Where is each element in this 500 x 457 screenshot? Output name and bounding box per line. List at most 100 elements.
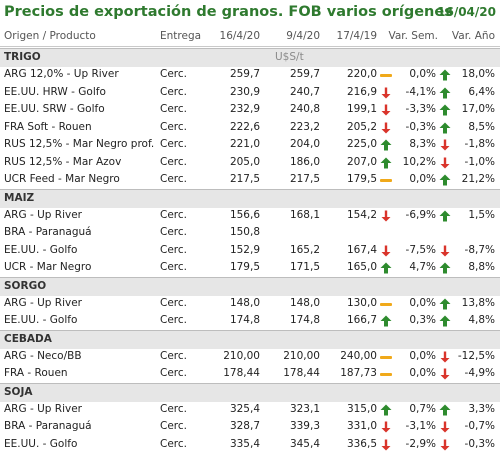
year-variation: -1,0% bbox=[464, 155, 495, 168]
delivery-term: Cerc. bbox=[160, 402, 187, 415]
flat-trend-icon bbox=[380, 355, 392, 359]
price-current: 148,0 bbox=[229, 296, 260, 309]
table-row: ARG - Up River Cerc. 325,4 323,1 315,0 0,7% 3,… bbox=[0, 401, 500, 419]
price-prev-year: 167,4 bbox=[346, 243, 377, 256]
price-current: 150,8 bbox=[229, 226, 260, 238]
price-prev-year: 225,0 bbox=[346, 138, 377, 150]
week-variation: 8,3% bbox=[409, 138, 436, 150]
flat-trend-icon bbox=[380, 302, 392, 306]
year-variation: -0,3% bbox=[464, 437, 495, 450]
title-bar: Precios de exportación de granos. FOB va… bbox=[0, 0, 500, 26]
week-variation: -3,3% bbox=[405, 103, 436, 115]
delivery-term: Cerc. bbox=[160, 314, 187, 326]
down-arrow-icon bbox=[440, 245, 450, 256]
table-row: EE.UU. - Golfo Cerc. 335,4 345,4 336,5 -2,9% -… bbox=[0, 436, 500, 454]
section-name: TRIGO bbox=[4, 51, 41, 63]
year-variation: 3,3% bbox=[468, 402, 495, 415]
flat-trend-icon bbox=[380, 179, 392, 182]
price-prev-week: 259,7 bbox=[289, 68, 320, 80]
price-prev-week: 148,0 bbox=[289, 296, 320, 309]
price-current: 230,9 bbox=[229, 85, 260, 98]
week-variation: -7,5% bbox=[405, 243, 436, 256]
price-current: 222,6 bbox=[229, 120, 260, 133]
section-header-soja: SOJA bbox=[0, 382, 500, 402]
price-prev-year: 336,5 bbox=[346, 437, 377, 450]
up-arrow-icon bbox=[439, 315, 451, 327]
price-current: 232,9 bbox=[229, 103, 260, 115]
down-arrow-icon bbox=[381, 104, 391, 116]
table-row: EE.UU. - Golfo Cerc. 174,8 174,8 166,7 0,3% 4,… bbox=[0, 312, 500, 330]
product-name: EE.UU. SRW - Golfo bbox=[4, 103, 105, 115]
price-current: 178,44 bbox=[223, 367, 260, 379]
delivery-term: Cerc. bbox=[160, 243, 187, 256]
product-name: UCR - Mar Negro bbox=[4, 261, 92, 273]
price-prev-week: 174,8 bbox=[289, 314, 320, 326]
price-prev-year: 240,00 bbox=[340, 349, 377, 362]
report-date: 16/04/20 bbox=[437, 5, 496, 19]
up-arrow-icon bbox=[380, 157, 392, 168]
section-header-sorgo: SORGO bbox=[0, 276, 500, 296]
year-variation: -12,5% bbox=[457, 349, 495, 362]
price-current: 179,5 bbox=[229, 261, 260, 273]
price-prev-week: 178,44 bbox=[283, 367, 320, 379]
product-name: ARG 12,0% - Up River bbox=[4, 68, 119, 80]
year-variation: 4,8% bbox=[468, 314, 495, 326]
up-arrow-icon bbox=[439, 298, 451, 309]
product-name: UCR Feed - Mar Negro bbox=[4, 173, 120, 185]
year-variation: 18,0% bbox=[461, 68, 495, 80]
price-prev-week: 345,4 bbox=[289, 437, 320, 450]
product-name: EE.UU. - Golfo bbox=[4, 437, 78, 450]
column-header-row: Origen / Producto Entrega 16/4/20 9/4/20… bbox=[0, 28, 500, 47]
product-name: FRA - Rouen bbox=[4, 367, 68, 379]
section-name: SORGO bbox=[4, 279, 47, 292]
up-arrow-icon bbox=[439, 210, 451, 221]
year-variation: -1,8% bbox=[464, 138, 495, 150]
price-current: 174,8 bbox=[229, 314, 260, 326]
week-variation: -6,9% bbox=[405, 208, 436, 221]
delivery-term: Cerc. bbox=[160, 261, 187, 273]
table-row: FRA - Rouen Cerc. 178,44 178,44 187,73 0,0% -4… bbox=[0, 365, 500, 383]
price-current: 259,7 bbox=[229, 68, 260, 80]
down-arrow-icon bbox=[381, 421, 391, 433]
price-prev-week: 339,3 bbox=[289, 420, 320, 432]
col-delivery-header: Entrega bbox=[160, 30, 202, 42]
delivery-term: Cerc. bbox=[160, 208, 187, 221]
price-prev-year: 187,73 bbox=[340, 367, 377, 379]
product-name: FRA Soft - Rouen bbox=[4, 120, 92, 133]
price-prev-week: 240,7 bbox=[289, 85, 320, 98]
flat-trend-icon bbox=[380, 74, 392, 77]
page-title: Precios de exportación de granos. FOB va… bbox=[4, 4, 453, 20]
col-date2-header: 9/4/20 bbox=[286, 30, 320, 42]
section-unit: U$S/t bbox=[275, 51, 304, 63]
table-row: UCR Feed - Mar Negro Cerc. 217,5 217,5 179,5… bbox=[0, 171, 500, 189]
delivery-term: Cerc. bbox=[160, 138, 187, 150]
year-variation: -8,7% bbox=[464, 243, 495, 256]
col-year-var-header: Var. Año bbox=[451, 30, 495, 42]
year-variation: -4,9% bbox=[464, 367, 495, 379]
delivery-term: Cerc. bbox=[160, 437, 187, 450]
price-current: 205,0 bbox=[229, 155, 260, 168]
week-variation: 10,2% bbox=[402, 155, 436, 168]
delivery-term: Cerc. bbox=[160, 68, 187, 80]
week-variation: 0,0% bbox=[409, 367, 436, 379]
delivery-term: Cerc. bbox=[160, 367, 187, 379]
down-arrow-icon bbox=[381, 210, 391, 221]
delivery-term: Cerc. bbox=[160, 85, 187, 98]
col-week-var-header: Var. Sem. bbox=[388, 30, 438, 42]
price-prev-year: 207,0 bbox=[346, 155, 377, 168]
section-name: MAIZ bbox=[4, 191, 35, 204]
down-arrow-icon bbox=[381, 87, 391, 98]
delivery-term: Cerc. bbox=[160, 349, 187, 362]
price-prev-week: 168,1 bbox=[289, 208, 320, 221]
price-prev-week: 210,00 bbox=[283, 349, 320, 362]
down-arrow-icon bbox=[381, 245, 391, 256]
price-current: 210,00 bbox=[223, 349, 260, 362]
price-prev-year: 166,7 bbox=[346, 314, 377, 326]
product-name: RUS 12,5% - Mar Azov bbox=[4, 155, 122, 168]
down-arrow-icon bbox=[440, 157, 450, 168]
down-arrow-icon bbox=[440, 368, 450, 380]
product-name: ARG - Up River bbox=[4, 208, 82, 221]
up-arrow-icon bbox=[380, 315, 392, 327]
week-variation: 0,0% bbox=[409, 173, 436, 185]
